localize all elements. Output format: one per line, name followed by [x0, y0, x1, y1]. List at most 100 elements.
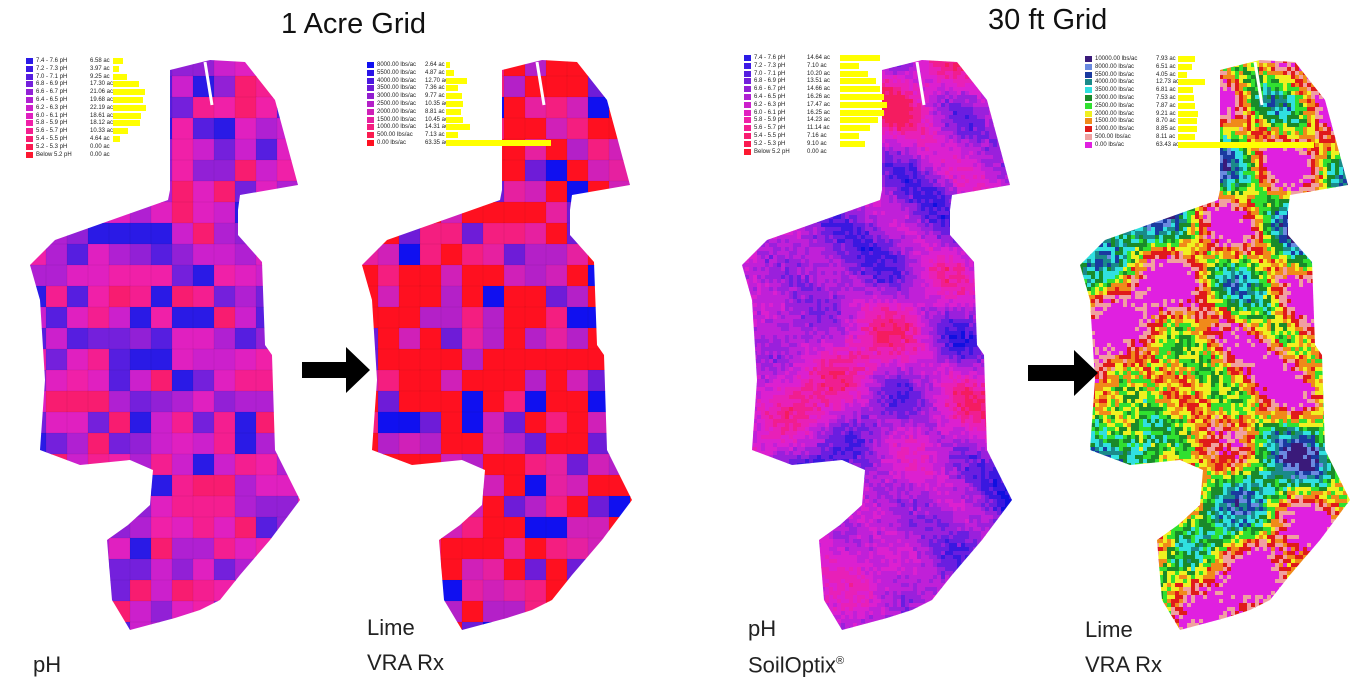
legend-label: 3500.00 lbs/ac: [1095, 87, 1134, 93]
legend-bar: [446, 93, 462, 99]
legend-label: 6.8 - 6.9 pH: [36, 81, 67, 87]
legend-swatch: [367, 124, 374, 130]
legend-value: 18.12 ac: [90, 120, 113, 126]
legend-value: 8.70 ac: [1156, 118, 1176, 124]
legend-value: 9.21 ac: [1156, 111, 1176, 117]
legend-swatch: [26, 105, 33, 111]
legend-swatch: [1085, 79, 1092, 85]
legend-label: 5.2 - 5.3 pH: [36, 144, 67, 150]
legend-label: 1500.00 lbs/ac: [377, 117, 416, 123]
legend-swatch: [367, 78, 374, 84]
legend-value: 0.00 ac: [807, 149, 827, 155]
legend-value: 14.31 ac: [425, 124, 448, 130]
legend-bar: [446, 117, 463, 123]
legend-swatch: [744, 102, 751, 108]
legend-value: 4.64 ac: [90, 136, 110, 142]
legend-bar: [840, 117, 878, 123]
legend-value: 2.64 ac: [425, 62, 445, 68]
legend-bar: [840, 133, 859, 139]
legend-label: 2500.00 lbs/ac: [1095, 103, 1134, 109]
legend-value: 0.00 ac: [90, 152, 110, 158]
legend-bar: [1178, 79, 1205, 85]
legend-label: 500.00 lbs/ac: [377, 132, 413, 138]
legend-label: 3000.00 lbs/ac: [1095, 95, 1134, 101]
legend-label: 7.0 - 7.1 pH: [754, 71, 785, 77]
legend-bar: [446, 140, 551, 146]
legend-swatch: [26, 136, 33, 142]
legend-value: 7.53 ac: [1156, 95, 1176, 101]
legend-bar: [840, 78, 876, 84]
legend-value: 14.23 ac: [807, 117, 830, 123]
legend-value: 6.51 ac: [1156, 64, 1176, 70]
legend-bar: [113, 81, 139, 87]
caption-soiloptix-text: SoilOptix: [748, 652, 836, 677]
caption-ph: pH: [33, 650, 61, 680]
legend-value: 4.05 ac: [1156, 72, 1176, 78]
legend-bar: [113, 128, 128, 134]
legend-label: 4000.00 lbs/ac: [377, 78, 416, 84]
legend-bar: [113, 97, 143, 103]
legend-bar: [113, 58, 123, 64]
legend-label: 5.2 - 5.3 pH: [754, 141, 785, 147]
caption-ph-soiloptix: pH: [748, 614, 776, 644]
legend-label: 5.8 - 5.9 pH: [754, 117, 785, 123]
legend-swatch: [26, 152, 33, 158]
legend-bar: [840, 110, 884, 116]
legend-label: 1000.00 lbs/ac: [1095, 126, 1134, 132]
legend-label: 5.4 - 5.5 pH: [36, 136, 67, 142]
legend-label: 2000.00 lbs/ac: [377, 109, 416, 115]
legend-swatch: [26, 120, 33, 126]
legend-value: 19.68 ac: [90, 97, 113, 103]
legend-label: 5.4 - 5.5 pH: [754, 133, 785, 139]
legend-bar: [1178, 103, 1195, 109]
legend-swatch: [744, 125, 751, 131]
legend-label: 0.00 lbs/ac: [1095, 142, 1124, 148]
legend-label: 6.0 - 6.1 pH: [36, 113, 67, 119]
legend-swatch: [744, 110, 751, 116]
legend-swatch: [367, 70, 374, 76]
legend-swatch: [744, 141, 751, 147]
legend-swatch: [744, 63, 751, 69]
legend-bar: [113, 105, 146, 111]
legend-bar: [1178, 118, 1197, 124]
legend-label: 10000.00 lbs/ac: [1095, 56, 1137, 62]
legend-label: 8000.00 lbs/ac: [1095, 64, 1134, 70]
registered-mark: ®: [836, 655, 844, 667]
legend-value: 7.93 ac: [1156, 56, 1176, 62]
legend-swatch: [1085, 111, 1092, 117]
legend-bar: [113, 74, 127, 80]
legend-swatch: [1085, 118, 1092, 124]
legend-swatch: [1085, 103, 1092, 109]
legend-value: 11.14 ac: [807, 125, 830, 131]
legend-swatch: [26, 74, 33, 80]
legend-value: 14.66 ac: [807, 86, 830, 92]
legend-label: 6.8 - 6.9 pH: [754, 78, 785, 84]
legend-swatch: [26, 144, 33, 150]
legend-label: 6.2 - 6.3 pH: [36, 105, 67, 111]
legend-bar: [446, 124, 470, 130]
caption-vra-rx: VRA Rx: [367, 648, 444, 678]
legend-label: 6.0 - 6.1 pH: [754, 110, 785, 116]
legend-label: 6.6 - 6.7 pH: [36, 89, 67, 95]
legend-value: 12.73 ac: [1156, 79, 1179, 85]
legend-value: 9.10 ac: [807, 141, 827, 147]
legend-swatch: [367, 132, 374, 138]
legend-bar: [113, 136, 120, 142]
legend-label: 2000.00 lbs/ac: [1095, 111, 1134, 117]
caption-vra-rx-30ft: VRA Rx: [1085, 650, 1162, 680]
legend-bar: [446, 78, 467, 84]
legend-value: 10.20 ac: [807, 71, 830, 77]
legend-value: 63.35 ac: [425, 140, 448, 146]
legend-swatch: [744, 94, 751, 100]
legend-label: 8000.00 lbs/ac: [377, 62, 416, 68]
legend-label: 7.2 - 7.3 pH: [36, 66, 67, 72]
legend-swatch: [1085, 72, 1092, 78]
legend-bar: [1178, 111, 1198, 117]
legend-label: Below 5.2 pH: [36, 152, 72, 158]
caption-lime: Lime: [367, 613, 415, 643]
legend-swatch: [1085, 64, 1092, 70]
legend-label: 5.8 - 5.9 pH: [36, 120, 67, 126]
legend-swatch: [744, 133, 751, 139]
legend-bar: [840, 63, 859, 69]
